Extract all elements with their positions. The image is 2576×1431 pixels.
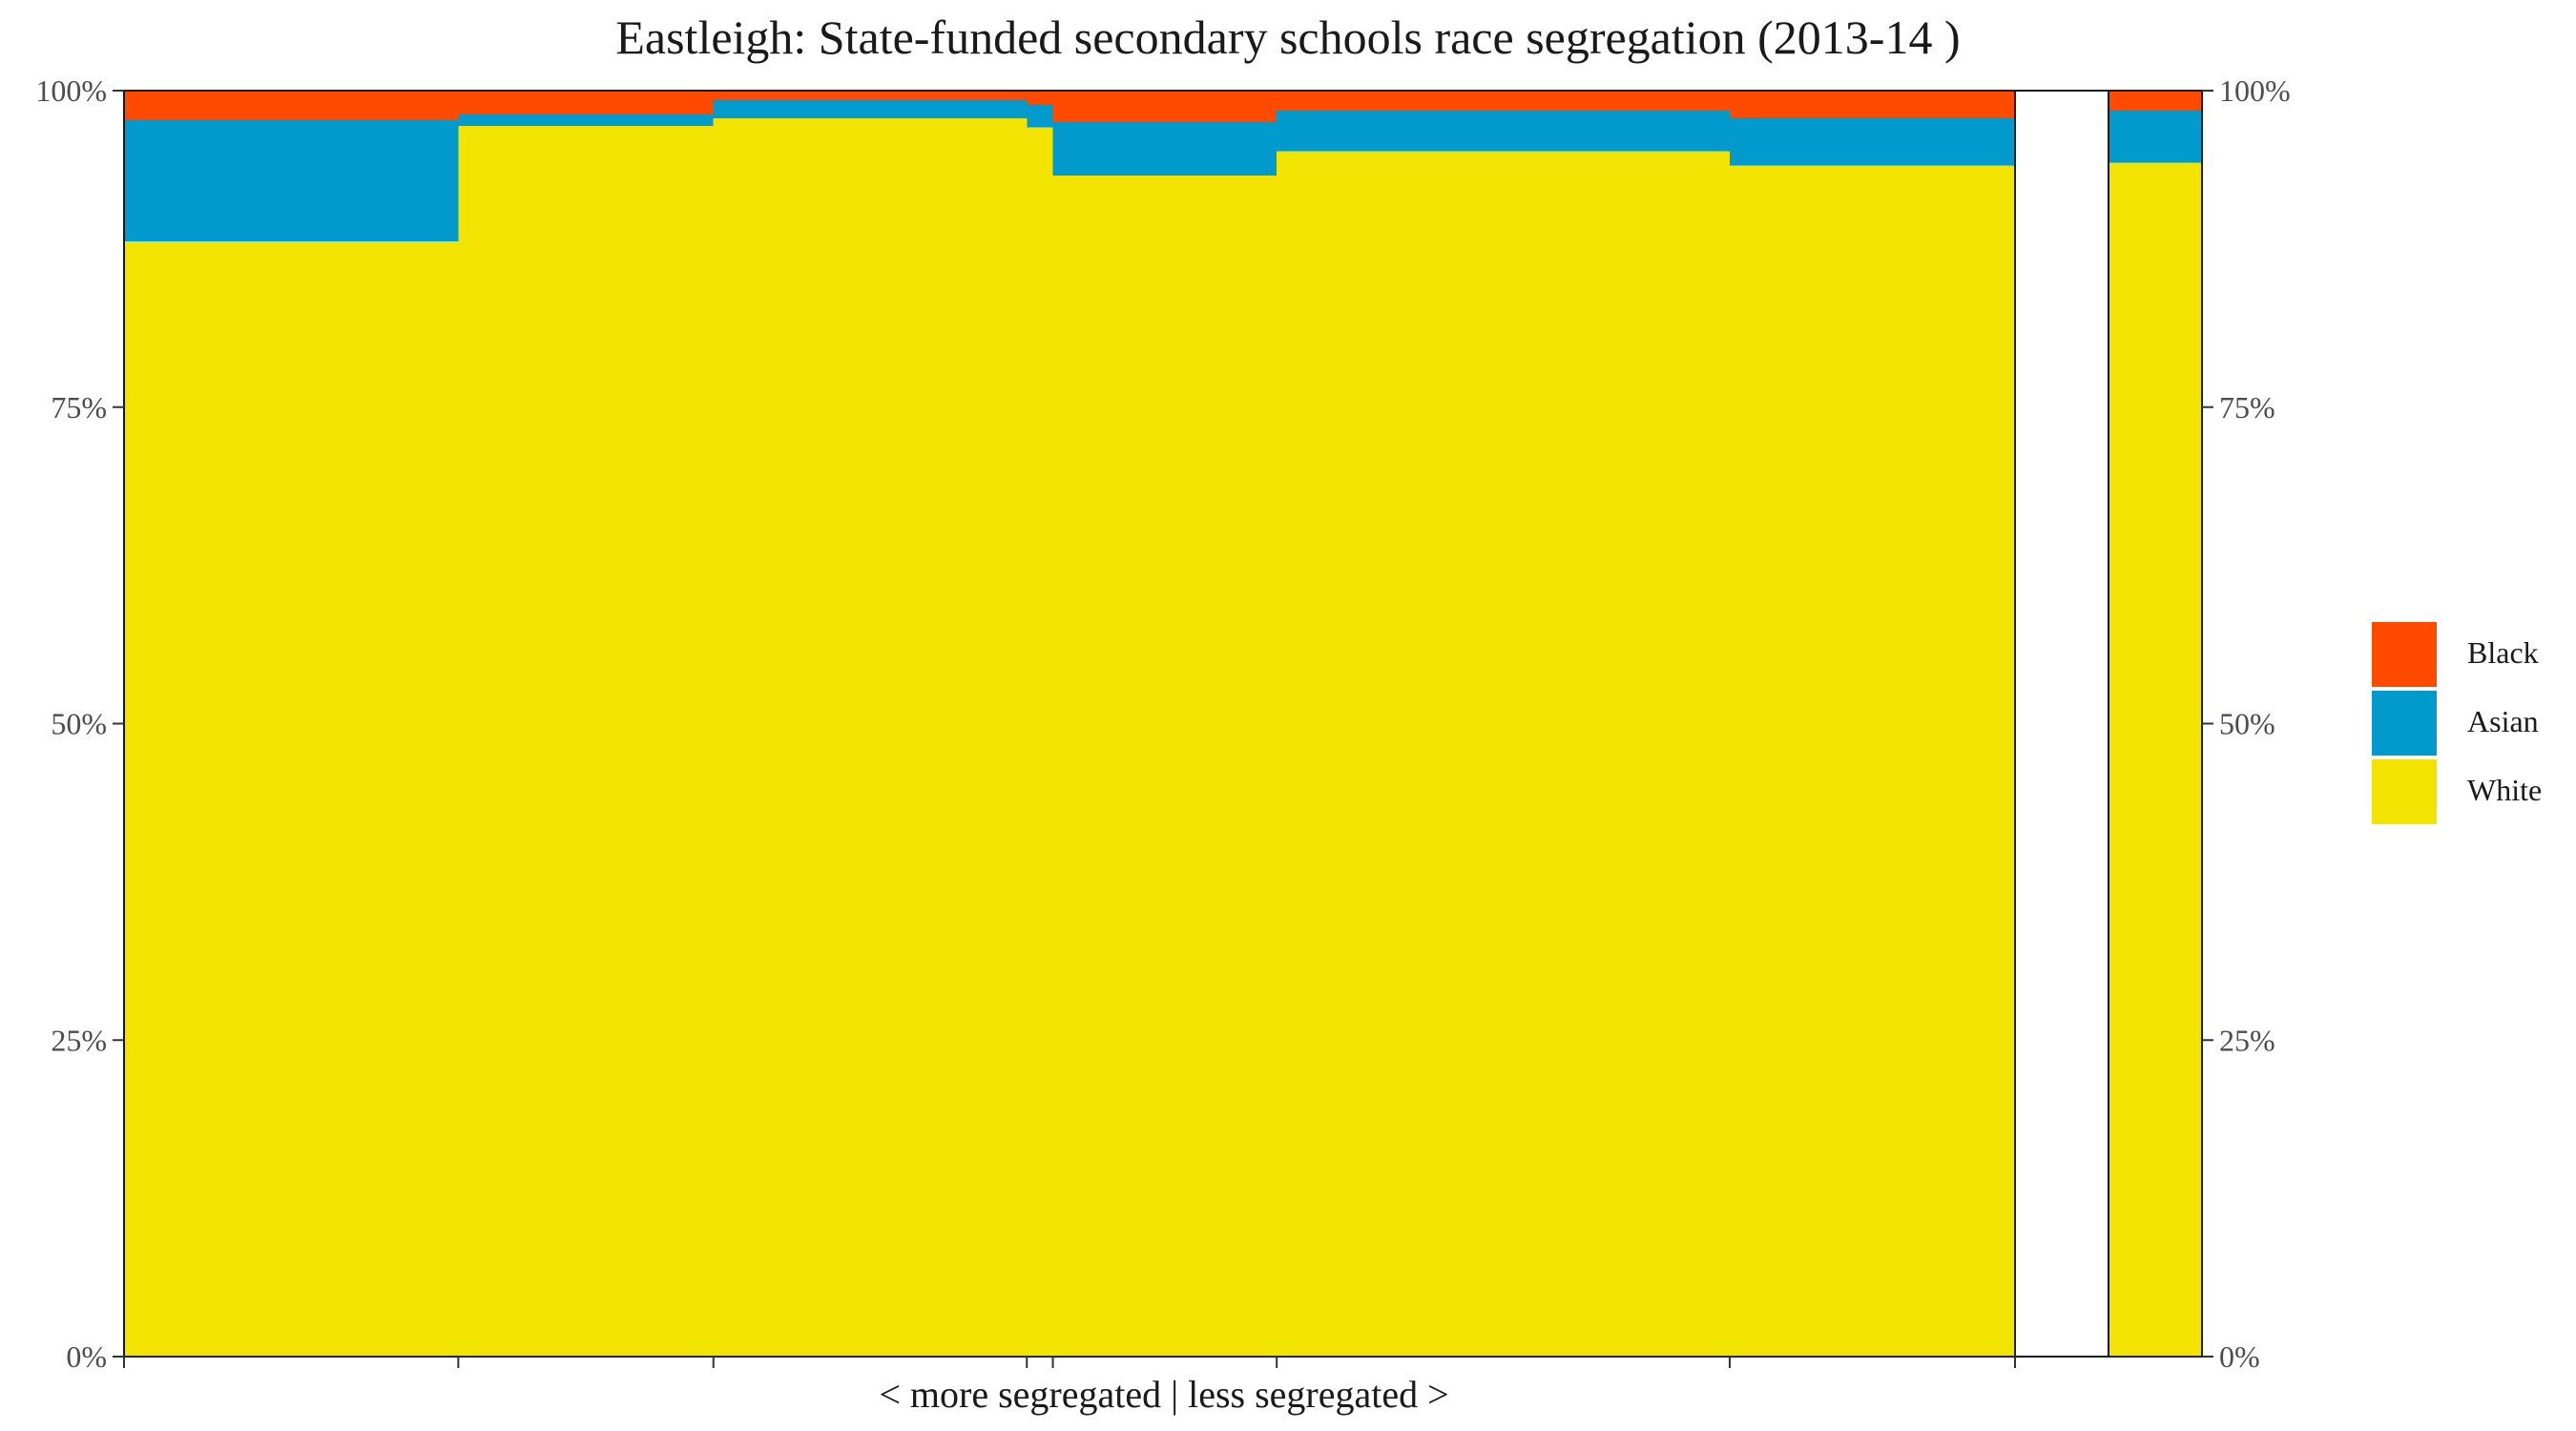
overall-black-segment xyxy=(2109,91,2202,112)
y-tick-label-left: 75% xyxy=(51,390,107,425)
school-2-white-segment xyxy=(458,126,715,1357)
school-6-asian-segment xyxy=(1277,111,1731,152)
school-3-asian-segment xyxy=(713,99,1028,119)
school-3-white-segment xyxy=(713,118,1028,1358)
school-1-white-segment xyxy=(124,240,459,1358)
school-5-black-segment xyxy=(1052,91,1278,121)
x-axis-label: < more segregated | less segregated > xyxy=(879,1373,1449,1416)
overall-bar xyxy=(2109,91,2202,1357)
school-4-black-segment xyxy=(1027,91,1054,105)
gap-panel-border xyxy=(2014,90,2109,1358)
school-bars xyxy=(124,91,2016,1358)
school-2-asian-segment xyxy=(458,113,715,127)
school-4-white-segment xyxy=(1027,127,1054,1357)
school-2-black-segment xyxy=(458,91,715,114)
school-6-white-segment xyxy=(1277,151,1731,1357)
school-5-white-segment xyxy=(1052,175,1278,1358)
y-tick-label-right: 50% xyxy=(2219,707,2275,741)
overall-asian-segment xyxy=(2109,111,2202,163)
school-7-black-segment xyxy=(1729,91,2016,117)
school-3-black-segment xyxy=(713,91,1028,100)
legend-label-white: White xyxy=(2467,773,2543,807)
legend-label-asian: Asian xyxy=(2467,704,2539,738)
school-7-white-segment xyxy=(1729,165,2016,1358)
school-1-black-segment xyxy=(124,91,459,120)
x-axis xyxy=(123,1357,2016,1368)
school-4-asian-segment xyxy=(1027,104,1054,128)
y-tick-label-left: 0% xyxy=(66,1339,107,1374)
school-6-black-segment xyxy=(1277,91,1731,112)
y-axis-left: 0% 25% 50% 75% 100% xyxy=(35,73,124,1374)
school-7-asian-segment xyxy=(1729,116,2016,166)
legend-swatch-black xyxy=(2372,622,2437,687)
school-5-asian-segment xyxy=(1052,120,1278,176)
overall-white-segment xyxy=(2109,162,2202,1357)
legend-swatch-white xyxy=(2372,759,2437,824)
y-tick-label-left: 100% xyxy=(35,73,107,108)
y-axis-right: 0% 25% 50% 75% 100% xyxy=(2202,73,2291,1374)
y-tick-label-left: 25% xyxy=(51,1023,107,1057)
y-tick-label-right: 25% xyxy=(2219,1023,2275,1057)
legend-label-black: Black xyxy=(2467,635,2539,670)
legend-swatch-asian xyxy=(2372,691,2437,756)
y-tick-label-right: 75% xyxy=(2219,390,2275,425)
y-tick-label-right: 0% xyxy=(2219,1339,2260,1374)
chart-title: Eastleigh: State-funded secondary school… xyxy=(615,10,1961,64)
school-1-asian-segment xyxy=(124,119,459,241)
y-tick-label-right: 100% xyxy=(2219,73,2291,108)
y-tick-label-left: 50% xyxy=(51,707,107,741)
